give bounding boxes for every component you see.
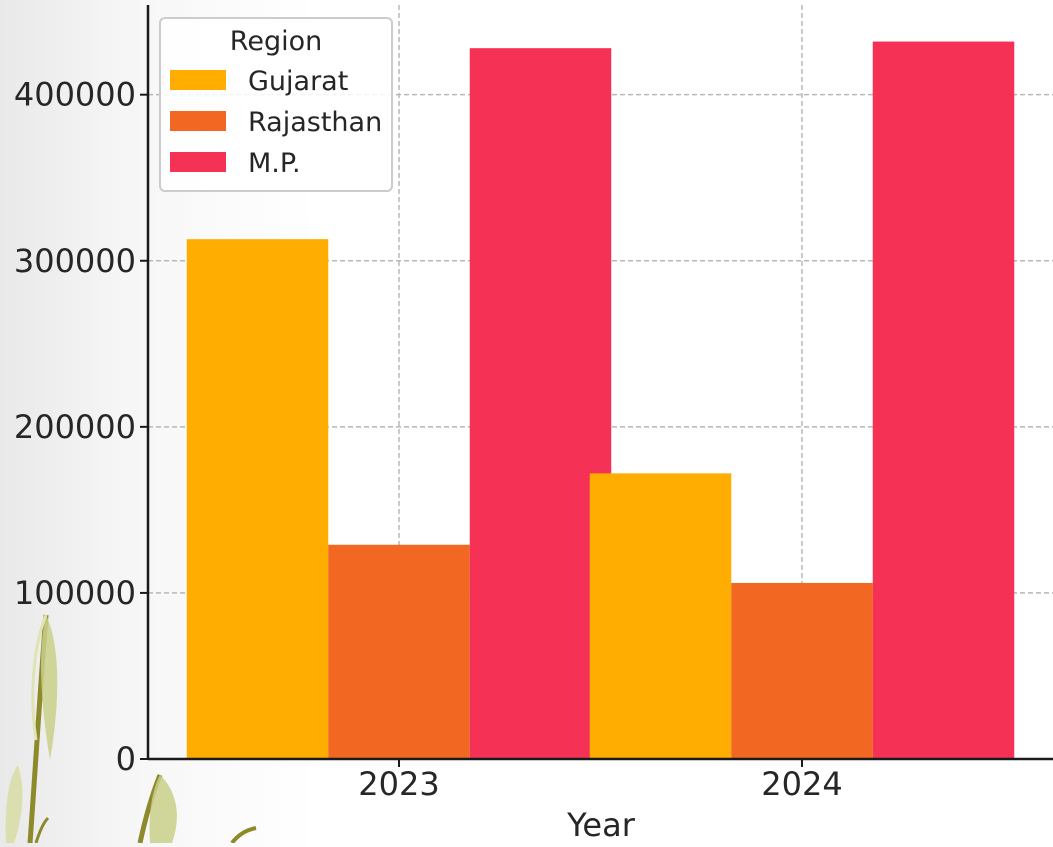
bar-m-p--2024 [872,41,1015,759]
x-axis-label: Year [566,806,636,843]
legend-label-m-p-: M.P. [248,148,301,179]
y-tick-label: 0 [116,740,136,778]
legend-title: Region [230,26,322,57]
legend-label-rajasthan: Rajasthan [248,107,382,138]
y-tick-label: 100000 [14,574,136,612]
bar-gujarat-2023 [186,239,329,759]
wheat-stalks-icon [5,614,257,845]
y-tick-label: 300000 [14,242,136,280]
bar-rajasthan-2024 [731,582,873,759]
x-tick-label: 2023 [358,765,439,803]
legend-swatch-gujarat [170,70,226,90]
bar-rajasthan-2023 [328,544,470,759]
legend-swatch-rajasthan [170,111,226,131]
y-tick-label: 200000 [14,408,136,446]
legend-label-gujarat: Gujarat [248,66,348,97]
x-tick-label: 2024 [761,765,842,803]
legend-swatch-m-p- [170,152,226,172]
legend-box [159,17,393,192]
bar-gujarat-2024 [589,473,732,759]
bar-m-p--2023 [469,48,612,760]
y-tick-label: 400000 [14,76,136,114]
